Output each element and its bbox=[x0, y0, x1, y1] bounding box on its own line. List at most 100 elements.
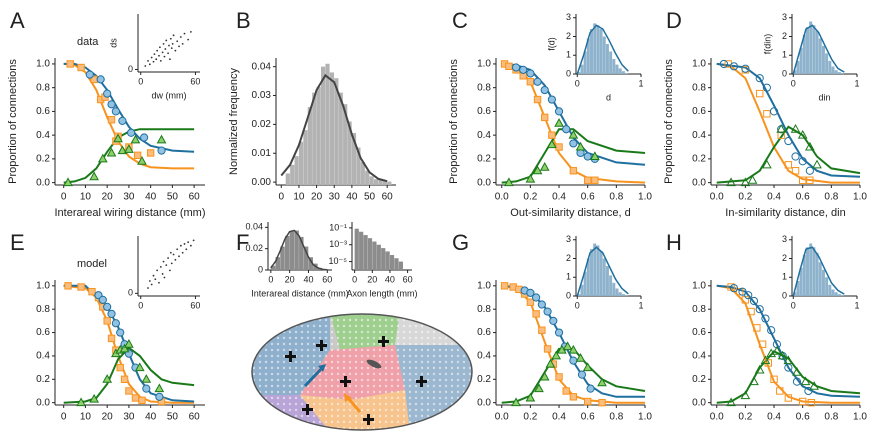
histogram-bar bbox=[577, 294, 581, 296]
histogram-bar bbox=[280, 246, 285, 270]
panel-letter: F bbox=[236, 230, 249, 255]
point bbox=[170, 47, 173, 50]
x-tick-label: 0 bbox=[138, 76, 143, 86]
x-tick-label: 60 bbox=[189, 192, 201, 203]
square-marker bbox=[763, 110, 771, 118]
circle-marker bbox=[107, 309, 116, 318]
triangle-marker bbox=[551, 350, 562, 360]
histogram-bar bbox=[618, 292, 622, 296]
y-tick-label: 1 bbox=[566, 50, 571, 60]
x-tick-label: 40 bbox=[385, 274, 395, 284]
histogram-bar bbox=[593, 23, 597, 74]
fit-line bbox=[501, 128, 646, 184]
triangle-marker bbox=[534, 383, 544, 393]
circle-marker bbox=[540, 85, 549, 95]
circle-marker bbox=[519, 65, 528, 74]
point bbox=[147, 287, 149, 289]
triangle-marker bbox=[141, 374, 152, 383]
panel-letter: D bbox=[666, 8, 682, 33]
y-tick-label: 3 bbox=[782, 12, 787, 22]
y-axis-label: Proportion of connections bbox=[663, 59, 675, 184]
histogram-bar bbox=[583, 51, 587, 74]
histogram-bar bbox=[321, 66, 326, 185]
square-marker bbox=[64, 282, 72, 290]
y-axis-label: Proportion of connections bbox=[448, 59, 460, 184]
x-tick-label: 0.6 bbox=[581, 412, 595, 423]
fit-line bbox=[270, 229, 328, 271]
triangle-marker bbox=[568, 344, 579, 354]
circle-marker bbox=[569, 139, 578, 148]
y-axis-label: Proportion of connections bbox=[7, 59, 19, 184]
y-tick-label: 0.4 bbox=[692, 351, 706, 362]
x-tick-label: 20 bbox=[367, 274, 377, 284]
histogram-bar bbox=[303, 246, 309, 270]
circle-marker bbox=[805, 166, 814, 175]
triangle-marker bbox=[76, 397, 86, 407]
histogram-bar bbox=[609, 275, 613, 296]
y-tick-label: 0.4 bbox=[36, 130, 50, 141]
histogram-bar bbox=[625, 295, 629, 296]
histogram-bar bbox=[354, 228, 359, 270]
point bbox=[192, 239, 195, 242]
y-axis-label: Normalized frequency bbox=[228, 68, 240, 175]
histogram-bar bbox=[270, 265, 276, 270]
x-axis-label: Interareal distance (mm) bbox=[251, 288, 349, 298]
point bbox=[189, 244, 192, 247]
panel: 0 1 0 1 2 3 bbox=[566, 234, 644, 310]
triangle-marker bbox=[597, 377, 607, 387]
circle-marker bbox=[103, 89, 112, 98]
fit-line bbox=[716, 62, 860, 184]
histogram-bar bbox=[609, 51, 613, 74]
histogram-bar bbox=[372, 241, 377, 270]
x-tick-label: 0.6 bbox=[796, 192, 810, 203]
y-tick-label: 0.4 bbox=[36, 351, 50, 362]
circle-marker bbox=[569, 356, 578, 365]
x-tick-label: 0.0 bbox=[495, 412, 509, 423]
y-tick-label: 2 bbox=[782, 31, 787, 41]
x-tick-label: 1.0 bbox=[853, 192, 867, 203]
point bbox=[158, 46, 161, 49]
x-tick-label: 1.0 bbox=[638, 412, 652, 423]
y-tick-label: 0.8 bbox=[477, 304, 491, 315]
y-tick-label: 1 bbox=[566, 272, 571, 282]
square-marker bbox=[505, 62, 513, 71]
x-tick-label: 60 bbox=[322, 274, 332, 284]
triangle-marker bbox=[805, 141, 815, 151]
histogram-bar bbox=[806, 27, 810, 74]
y-tick-label: 0.02 bbox=[252, 119, 272, 130]
circle-marker bbox=[157, 146, 166, 155]
point bbox=[158, 54, 160, 57]
circle-marker bbox=[804, 386, 813, 396]
y-tick-label: 0.01 bbox=[252, 148, 272, 159]
point bbox=[169, 58, 171, 61]
x-tick-label: 0.4 bbox=[767, 192, 781, 203]
histogram-bar bbox=[809, 21, 813, 74]
triangle-marker bbox=[568, 129, 579, 139]
point bbox=[176, 40, 179, 43]
square-marker bbox=[583, 176, 592, 184]
point bbox=[161, 273, 164, 275]
histogram-bar bbox=[837, 294, 841, 296]
square-marker bbox=[532, 310, 540, 318]
circle-marker bbox=[532, 293, 541, 302]
y-tick-label: 0.4 bbox=[477, 130, 491, 141]
circle-marker bbox=[543, 307, 552, 316]
histogram-bar bbox=[602, 258, 606, 296]
y-tick-label: 0.8 bbox=[692, 304, 706, 315]
triangle-marker bbox=[754, 364, 765, 374]
point bbox=[170, 262, 173, 265]
x-axis-label: Axon length (mm) bbox=[346, 288, 417, 298]
square-marker bbox=[543, 345, 552, 353]
point bbox=[181, 42, 184, 45]
y-tick-label: 0.6 bbox=[477, 106, 491, 117]
histogram-bar bbox=[394, 258, 399, 270]
x-tick-label: 30 bbox=[123, 412, 135, 423]
y-tick-label: 2 bbox=[566, 253, 571, 263]
histogram-bar bbox=[583, 271, 587, 296]
histogram-bar bbox=[599, 29, 603, 74]
square-marker bbox=[500, 282, 509, 290]
point bbox=[162, 42, 165, 45]
x-tick-label: 0.8 bbox=[609, 192, 623, 203]
x-tick-label: 1.0 bbox=[638, 192, 652, 203]
x-tick-label: 1 bbox=[638, 300, 643, 310]
